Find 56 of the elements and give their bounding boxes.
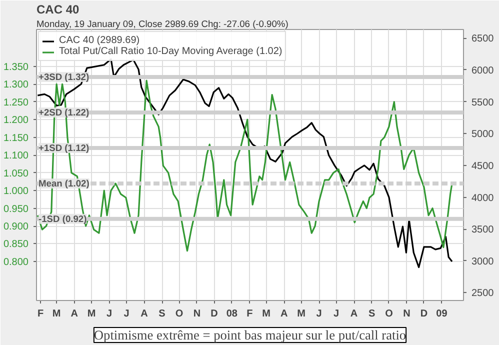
y2-tick-label: 3500: [472, 224, 494, 236]
x-tick-label: O: [385, 308, 394, 320]
x-tick-label: 09: [436, 308, 448, 320]
ref-line-label: +2SD (1.22): [38, 108, 90, 118]
chart-title: CAC 40: [36, 2, 80, 16]
y-tick-label: 1.350: [3, 62, 29, 73]
x-tick-label: M: [52, 308, 61, 320]
y2-tick-label: 4000: [472, 192, 494, 204]
chart-subtitle: Monday, 19 January 09, Close 2989.69 Chg: -27.06 (-0.90%): [36, 19, 288, 29]
y-tick-label: 0.850: [3, 239, 29, 250]
ref-line-label: +1SD (1.12): [38, 142, 90, 153]
y2-tick-label: 4500: [472, 160, 494, 172]
x-tick-label: J: [106, 308, 112, 320]
x-tick-label: J: [316, 308, 322, 320]
y-tick-label: 1.300: [3, 80, 29, 91]
line-series: [36, 58, 453, 268]
x-tick-label: A: [140, 308, 148, 320]
x-tick-label: F: [37, 308, 44, 320]
y-tick-label: 1.150: [3, 132, 29, 144]
x-tick-label: N: [403, 308, 410, 320]
y2-tick-label: 2500: [472, 288, 494, 300]
y2-tick-label: 6000: [472, 65, 494, 76]
x-tick-label: S: [368, 308, 376, 320]
x-tick-label: M: [297, 308, 306, 320]
ref-line-label: +3SD (1.32): [38, 72, 90, 82]
y2-tick-label: 5500: [472, 97, 494, 108]
ref-line-label: Mean (1.02): [38, 178, 90, 188]
x-tick-label: A: [70, 308, 78, 320]
x-tick-label: M: [262, 308, 271, 320]
legend-label: Total Put/Call Ratio 10-Day Moving Average (1.02): [59, 46, 282, 57]
x-tick-label: D: [210, 308, 218, 320]
y-tick-label: 1.000: [3, 186, 29, 198]
ref-line-label: -1SD (0.92): [38, 214, 87, 224]
legend-label: CAC 40 (2989.69): [59, 35, 140, 46]
x-tick-label: M: [87, 308, 96, 320]
y2-tick-label: 5000: [472, 129, 494, 140]
x-tick-label: O: [175, 308, 184, 320]
y-tick-label: 1.100: [3, 150, 29, 162]
x-tick-label: 08: [226, 308, 238, 320]
x-tick-label: A: [280, 308, 288, 320]
x-tick-label: F: [246, 308, 253, 320]
y-tick-label: 0.800: [3, 256, 29, 268]
x-tick-label: S: [158, 308, 166, 320]
text: Optimisme extrême = point bas majeur sur le put/call ratio: [94, 328, 406, 342]
y2-tick-label: 3000: [472, 256, 494, 268]
x-tick-label: J: [333, 308, 340, 320]
x-tick-label: J: [124, 308, 130, 320]
x-tick-label: A: [350, 308, 358, 320]
x-tick-label: N: [193, 308, 201, 320]
y-tick-label: 1.050: [3, 168, 29, 180]
y2-tick-label: 6500: [472, 34, 494, 45]
y-tick-label: 1.200: [3, 115, 29, 126]
y-tick-label: 0.900: [3, 222, 29, 233]
y-tick-label: 0.950: [3, 204, 29, 215]
x-tick-label: D: [420, 308, 428, 320]
y-tick-label: 1.250: [3, 97, 29, 108]
